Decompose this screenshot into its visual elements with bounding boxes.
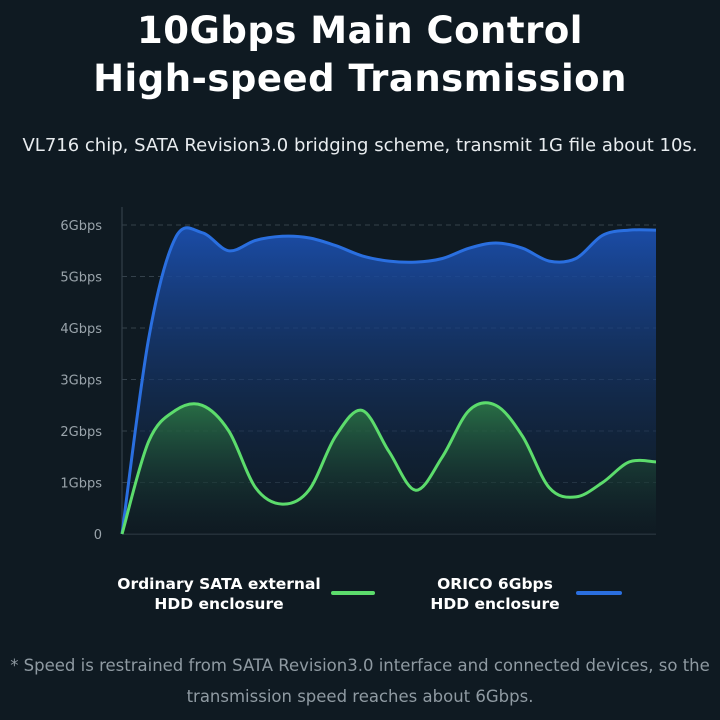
legend-label-sata: Ordinary SATA external HDD enclosure <box>117 575 321 613</box>
y-axis-ticks: 0 1Gbps 2Gbps 3Gbps 4Gbps 5Gbps 6Gbps <box>60 219 102 543</box>
y-tick-label: 1Gbps <box>60 477 102 492</box>
footnote: * Speed is restrained from SATA Revision… <box>10 656 710 706</box>
series-layer <box>120 226 657 535</box>
y-tick-label: 6Gbps <box>60 219 102 234</box>
page-title-line2: High-speed Transmission <box>93 57 627 100</box>
legend-swatch-orico <box>576 591 622 595</box>
series-sata-line <box>120 401 657 535</box>
series-sata-area <box>122 402 656 534</box>
series-orico-line <box>120 226 657 535</box>
legend-label-orico: ORICO 6Gbps HDD enclosure <box>430 575 560 613</box>
page-subtitle: VL716 chip, SATA Revision3.0 bridging sc… <box>22 135 698 156</box>
y-tick-label: 0 <box>94 528 102 543</box>
y-tick-label: 3Gbps <box>60 374 102 389</box>
speed-chart: 0 1Gbps 2Gbps 3Gbps 4Gbps 5Gbps 6Gbps <box>60 207 657 543</box>
y-tick-label: 2Gbps <box>60 425 102 440</box>
page-title-line1: 10Gbps Main Control <box>137 9 583 52</box>
y-tick-label: 5Gbps <box>60 271 102 286</box>
y-tick-label: 4Gbps <box>60 322 102 337</box>
legend-swatch-sata <box>331 591 375 595</box>
